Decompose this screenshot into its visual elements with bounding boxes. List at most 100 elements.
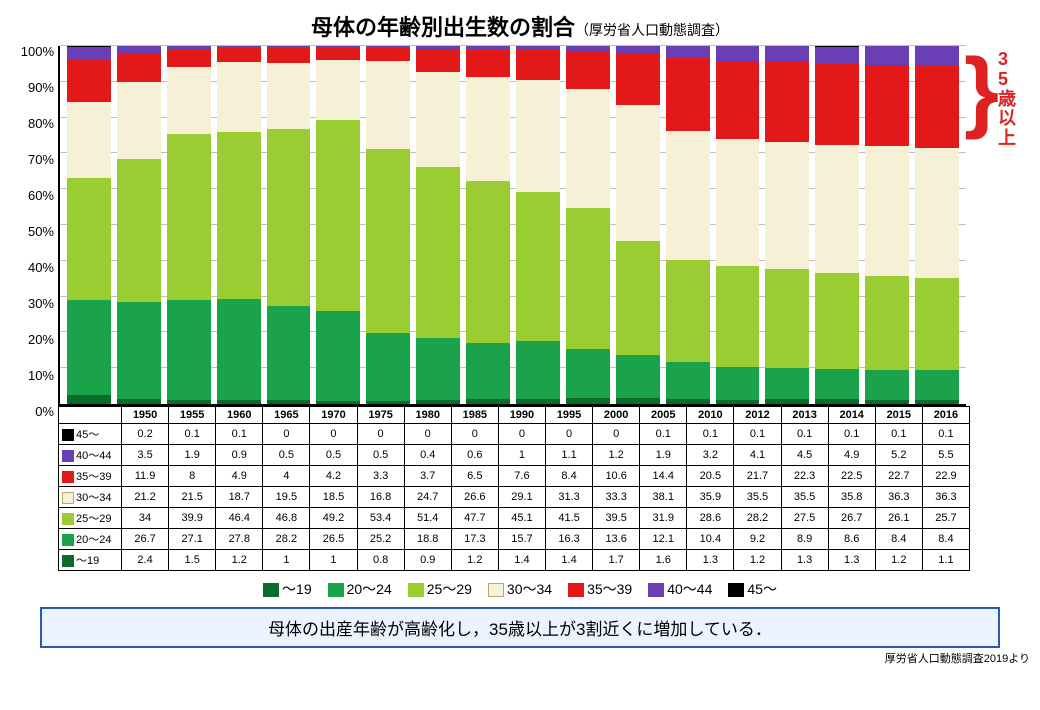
row-label: ～19 xyxy=(76,555,99,567)
row-header-40_44: 40～44 xyxy=(59,445,122,466)
table-cell: 0.1 xyxy=(640,424,687,445)
table-cell: 0 xyxy=(545,424,592,445)
table-cell: 0 xyxy=(593,424,640,445)
table-cell: 1.7 xyxy=(593,550,640,571)
table-cell: 1 xyxy=(498,445,545,466)
table-cell: 0.2 xyxy=(122,424,169,445)
table-cell: 0.1 xyxy=(734,424,781,445)
table-cell: 0.1 xyxy=(828,424,875,445)
table-cell: 1.2 xyxy=(593,445,640,466)
table-cell: 0.1 xyxy=(687,424,734,445)
table-cell: 8 xyxy=(169,466,216,487)
table-cell: 18.5 xyxy=(310,487,357,508)
seg-u19 xyxy=(765,399,809,404)
seg-20_24 xyxy=(416,338,460,400)
bar-1950 xyxy=(67,46,111,404)
table-cell: 1.2 xyxy=(451,550,498,571)
seg-30_34 xyxy=(466,77,510,181)
legend-label: 45～ xyxy=(747,581,777,597)
table-cell: 26.7 xyxy=(122,529,169,550)
table-cell: 0.8 xyxy=(357,550,404,571)
table-cell: 5.5 xyxy=(922,445,969,466)
seg-20_24 xyxy=(666,362,710,399)
table-cell: 3.5 xyxy=(122,445,169,466)
row-label: 20～24 xyxy=(76,534,111,546)
year-header: 2014 xyxy=(828,407,875,424)
table-cell: 28.6 xyxy=(687,508,734,529)
row-label: 30～34 xyxy=(76,492,111,504)
seg-25_29 xyxy=(217,132,261,300)
seg-30_34 xyxy=(865,146,909,276)
seg-30_34 xyxy=(117,82,161,159)
table-cell: 26.7 xyxy=(828,508,875,529)
table-cell: 13.6 xyxy=(593,529,640,550)
seg-25_29 xyxy=(666,260,710,362)
table-cell: 26.1 xyxy=(875,508,922,529)
legend-item-30_34: 30～34 xyxy=(488,581,552,597)
legend: ～1920～2425～2930～3435～3940～4445～ xyxy=(10,579,1030,599)
table-cell: 0 xyxy=(310,424,357,445)
table-cell: 27.1 xyxy=(169,529,216,550)
seg-35_39 xyxy=(117,53,161,82)
table-cell: 1.6 xyxy=(640,550,687,571)
row-header-35_39: 35～39 xyxy=(59,466,122,487)
bar-1965 xyxy=(217,46,261,404)
bar-1990 xyxy=(466,46,510,404)
seg-35_39 xyxy=(267,48,311,63)
table-cell: 14.4 xyxy=(640,466,687,487)
year-header: 2012 xyxy=(734,407,781,424)
table-cell: 46.4 xyxy=(216,508,263,529)
seg-30_34 xyxy=(217,62,261,132)
seg-30_34 xyxy=(67,102,111,178)
bar-2016 xyxy=(915,46,959,404)
table-cell: 36.3 xyxy=(875,487,922,508)
seg-20_24 xyxy=(865,370,909,400)
seg-u19 xyxy=(815,399,859,404)
seg-30_34 xyxy=(366,61,410,149)
seg-20_24 xyxy=(765,368,809,400)
legend-swatch-icon xyxy=(568,583,584,597)
seg-30_34 xyxy=(167,67,211,134)
seg-35_39 xyxy=(516,50,560,80)
seg-u19 xyxy=(167,400,211,404)
swatch-icon xyxy=(62,513,74,525)
table-cell: 25.2 xyxy=(357,529,404,550)
table-cell: 1.2 xyxy=(734,550,781,571)
row-label: 45～ xyxy=(76,429,99,441)
bar-2015 xyxy=(865,46,909,404)
seg-u19 xyxy=(267,400,311,404)
table-cell: 10.6 xyxy=(593,466,640,487)
table-cell: 1.2 xyxy=(216,550,263,571)
table-cell: 27.5 xyxy=(781,508,828,529)
table-cell: 39.5 xyxy=(593,508,640,529)
legend-swatch-icon xyxy=(728,583,744,597)
swatch-icon xyxy=(62,471,74,483)
seg-20_24 xyxy=(716,367,760,400)
seg-35_39 xyxy=(716,61,760,139)
table-cell: 12.1 xyxy=(640,529,687,550)
table-cell: 18.7 xyxy=(216,487,263,508)
table-cell: 22.7 xyxy=(875,466,922,487)
seg-25_29 xyxy=(167,134,211,300)
bar-1975 xyxy=(316,46,360,404)
seg-25_29 xyxy=(117,159,161,302)
seg-20_24 xyxy=(167,300,211,400)
annotation-35plus: } 35歳以上 xyxy=(966,46,1030,406)
year-header: 2016 xyxy=(922,407,969,424)
bar-1980 xyxy=(366,46,410,404)
bar-1970 xyxy=(267,46,311,404)
table-cell: 4.5 xyxy=(781,445,828,466)
table-cell: 1.4 xyxy=(498,550,545,571)
seg-30_34 xyxy=(566,89,610,208)
swatch-icon xyxy=(62,555,74,567)
table-cell: 2.4 xyxy=(122,550,169,571)
table-cell: 16.3 xyxy=(545,529,592,550)
row-header-45p: 45～ xyxy=(59,424,122,445)
year-header: 1990 xyxy=(498,407,545,424)
seg-u19 xyxy=(716,400,760,404)
title-row: 母体の年齢別出生数の割合（厚労省人口動態調査） xyxy=(10,10,1030,42)
seg-20_24 xyxy=(316,311,360,401)
table-cell: 3.7 xyxy=(404,466,451,487)
seg-25_29 xyxy=(815,273,859,369)
table-cell: 0 xyxy=(357,424,404,445)
